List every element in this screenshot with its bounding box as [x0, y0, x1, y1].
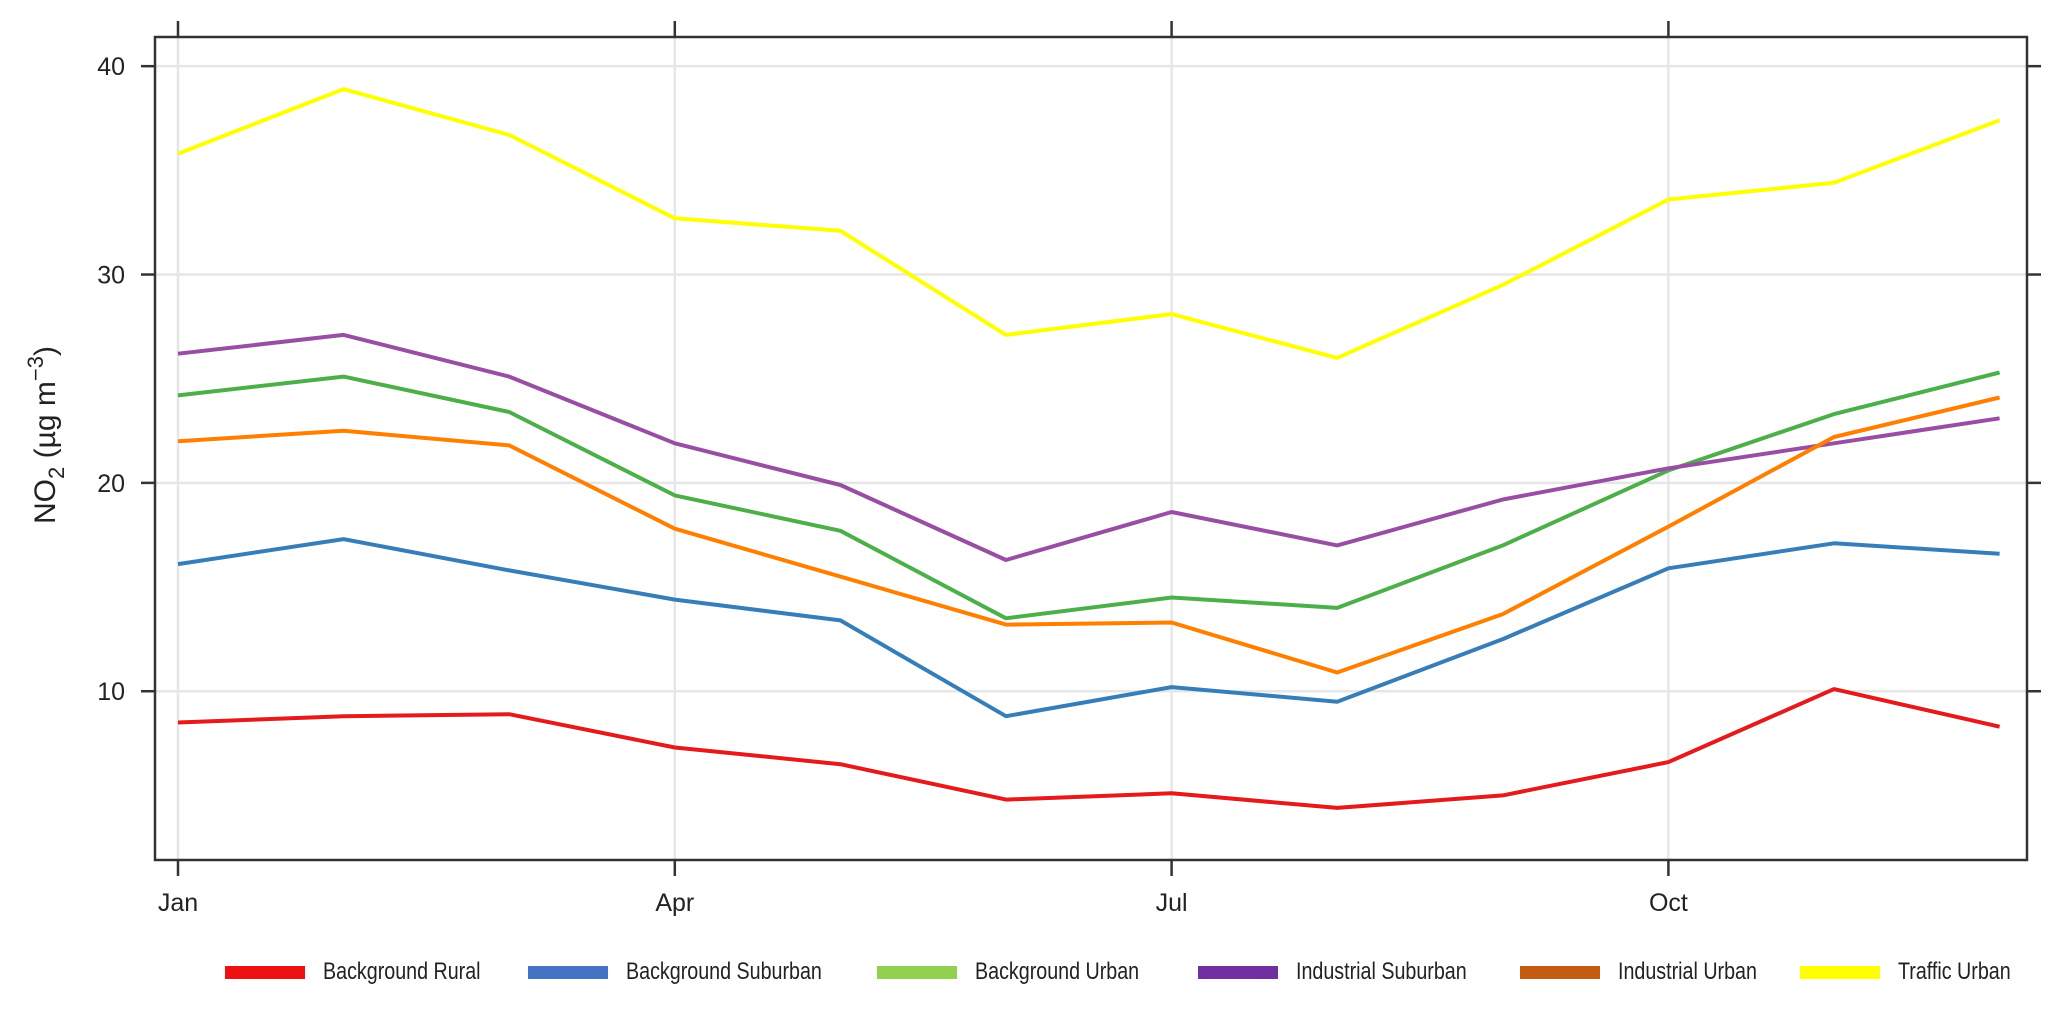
y-axis-title-close: ) [29, 346, 62, 356]
y-axis-title: NO2 (µg m−3) [23, 346, 69, 524]
grid [155, 37, 2027, 860]
y-tick-label: 30 [97, 262, 125, 290]
axes: 10 20 30 40 Jan Apr Jul Oct [97, 21, 2041, 917]
legend-swatch [1800, 965, 1880, 979]
x-tick-label: Jul [1156, 889, 1188, 917]
legend-item-traffic-urban: Traffic Urban [1800, 950, 2035, 994]
legend-item-background-urban: Background Urban [877, 950, 1175, 994]
x-tick-label: Oct [1649, 889, 1688, 917]
legend-label: Background Suburban [626, 958, 822, 985]
y-axis-title-main: NO [29, 479, 62, 524]
series-line-background-urban [177, 370, 2001, 621]
legend-item-industrial-urban: Industrial Urban [1520, 950, 1787, 994]
series-layer [177, 87, 2001, 810]
legend-label: Background Urban [975, 958, 1140, 985]
legend-swatch [1520, 965, 1600, 979]
legend-label: Background Rural [323, 958, 481, 985]
legend-item-industrial-suburban: Industrial Suburban [1198, 950, 1504, 994]
legend: Background Rural Background Suburban Backg… [0, 950, 2067, 1000]
series-line-traffic-urban [177, 87, 2001, 360]
legend-swatch [1198, 965, 1278, 979]
x-tick-label: Apr [655, 889, 694, 917]
y-tick-label: 10 [97, 678, 125, 706]
plot-frame [153, 35, 2029, 862]
series-line-background-suburban [177, 537, 2000, 719]
x-tick-label: Jan [158, 889, 198, 917]
y-axis-title-unit: (µg m [29, 381, 62, 467]
y-tick-label: 20 [97, 470, 125, 498]
y-tick-label: 40 [97, 53, 125, 81]
legend-swatch [528, 965, 608, 979]
legend-item-background-suburban: Background Suburban [528, 950, 865, 994]
legend-swatch [877, 965, 957, 979]
legend-item-background-rural: Background Rural [225, 950, 515, 994]
series-line-industrial-suburban [177, 332, 2000, 562]
legend-label: Industrial Urban [1618, 958, 1757, 985]
line-chart: 10 20 30 40 Jan Apr Jul Oct NO2 (µg m−3) [23, 21, 2041, 917]
series-line-background-rural [177, 687, 2001, 810]
legend-swatch [225, 965, 305, 979]
legend-label: Industrial Suburban [1296, 958, 1467, 985]
series-line-industrial-urban [177, 395, 2001, 675]
legend-label: Traffic Urban [1898, 958, 2011, 985]
y-axis-title-sub: 2 [44, 467, 69, 479]
y-axis-title-sup: −3 [23, 356, 48, 381]
